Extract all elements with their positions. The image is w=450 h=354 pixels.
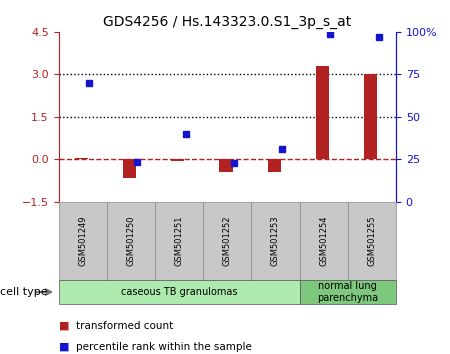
Bar [75,158,88,159]
Text: GSM501249: GSM501249 [78,216,87,266]
Text: GSM501254: GSM501254 [319,216,328,266]
Text: ■: ■ [58,342,69,352]
Bar [316,66,329,159]
Text: percentile rank within the sample: percentile rank within the sample [76,342,252,352]
Text: GSM501250: GSM501250 [126,216,135,266]
Title: GDS4256 / Hs.143323.0.S1_3p_s_at: GDS4256 / Hs.143323.0.S1_3p_s_at [103,16,351,29]
Text: GSM501253: GSM501253 [271,215,280,266]
Bar [123,159,136,178]
Bar [220,159,233,172]
Text: transformed count: transformed count [76,321,174,331]
Bar [171,159,184,161]
Text: ■: ■ [58,321,69,331]
Text: GSM501252: GSM501252 [223,216,232,266]
Text: GSM501251: GSM501251 [175,216,184,266]
Text: cell type: cell type [0,287,48,297]
Bar [364,74,377,159]
Text: normal lung
parenchyma: normal lung parenchyma [317,281,378,303]
Bar [268,159,281,172]
Text: GSM501255: GSM501255 [367,216,376,266]
Text: caseous TB granulomas: caseous TB granulomas [121,287,237,297]
